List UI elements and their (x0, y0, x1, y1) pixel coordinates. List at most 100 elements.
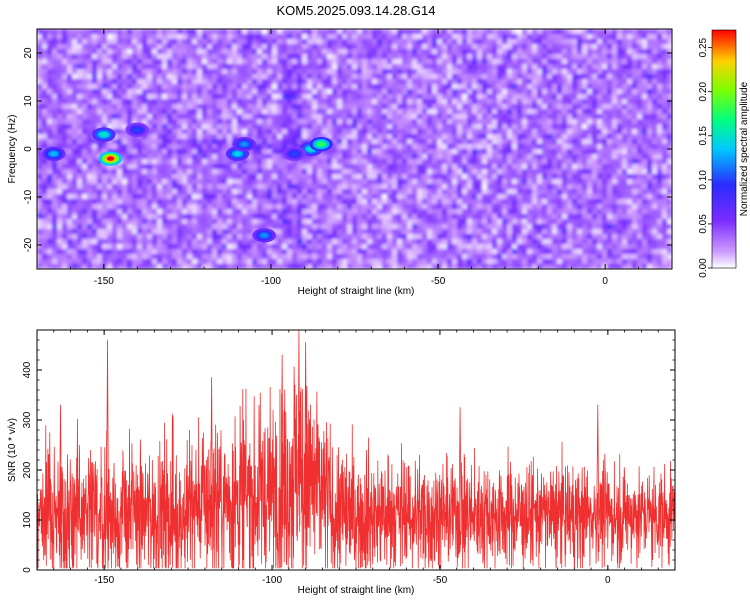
heatmap-cell (287, 184, 292, 189)
heatmap-cell (407, 129, 412, 134)
heatmap-cell (242, 124, 247, 129)
heatmap-cell (207, 104, 212, 109)
heatmap-cell (237, 104, 242, 109)
heatmap-cell (172, 154, 177, 159)
heatmap-cell (432, 109, 437, 114)
heatmap-cell (277, 174, 282, 179)
heatmap-cell (572, 159, 577, 164)
heatmap-cell (252, 179, 257, 184)
heatmap-cell (452, 189, 457, 194)
heatmap-cell (267, 139, 272, 144)
heatmap-cell (347, 74, 352, 79)
heatmap-cell (412, 189, 417, 194)
heatmap-cell (267, 89, 272, 94)
heatmap-cell (397, 29, 402, 34)
heatmap-cell (612, 154, 617, 159)
heatmap-cell (482, 214, 487, 219)
heatmap-cell (212, 74, 217, 79)
heatmap-cell (222, 139, 227, 144)
heatmap-cell (612, 119, 617, 124)
heatmap-cell (452, 179, 457, 184)
heatmap-cell (162, 174, 167, 179)
heatmap-cell (57, 54, 62, 59)
heatmap-cell (617, 184, 622, 189)
heatmap-cell (457, 204, 462, 209)
heatmap-cell (632, 129, 637, 134)
heatmap-cell (82, 114, 87, 119)
heatmap-cell (287, 159, 292, 164)
heatmap-cell (207, 224, 212, 229)
heatmap-cell (497, 34, 502, 39)
heatmap-cell (402, 44, 407, 49)
heatmap-cell (482, 79, 487, 84)
heatmap-cell (587, 59, 592, 64)
heatmap-cell (152, 184, 157, 189)
heatmap-cell (387, 99, 392, 104)
heatmap-cell (377, 139, 382, 144)
heatmap-cell (87, 124, 92, 129)
heatmap-cell (472, 99, 477, 104)
heatmap-cell (47, 204, 52, 209)
heatmap-cell (207, 119, 212, 124)
heatmap-cell (167, 204, 172, 209)
heatmap-cell (577, 199, 582, 204)
heatmap-cell (552, 219, 557, 224)
heatmap-cell (327, 109, 332, 114)
heatmap-cell (182, 124, 187, 129)
heatmap-cell (522, 219, 527, 224)
heatmap-cell (127, 174, 132, 179)
heatmap-cell (137, 119, 142, 124)
heatmap-cell (647, 199, 652, 204)
heatmap-cell (602, 199, 607, 204)
heatmap-cell (652, 179, 657, 184)
heatmap-cell (537, 104, 542, 109)
heatmap-cell (132, 119, 137, 124)
heatmap-cell (362, 69, 367, 74)
heatmap-cell (52, 39, 57, 44)
heatmap-cell (407, 84, 412, 89)
heatmap-cell (117, 109, 122, 114)
heatmap-cell (377, 29, 382, 34)
heatmap-cell (592, 174, 597, 179)
heatmap-cell (332, 49, 337, 54)
heatmap-cell (112, 184, 117, 189)
heatmap-cell (507, 164, 512, 169)
heatmap-cell (77, 129, 82, 134)
heatmap-cell (272, 214, 277, 219)
heatmap-cell (117, 164, 122, 169)
heatmap-cell (237, 174, 242, 179)
heatmap-cell (137, 109, 142, 114)
heatmap-cell (337, 84, 342, 89)
heatmap-cell (342, 34, 347, 39)
heatmap-cell (547, 149, 552, 154)
heatmap-cell (392, 39, 397, 44)
heatmap-cell (197, 64, 202, 69)
heatmap-cell (502, 199, 507, 204)
heatmap-cell (637, 64, 642, 69)
heatmap-cell (212, 219, 217, 224)
heatmap-cell (377, 49, 382, 54)
heatmap-cell (362, 64, 367, 69)
heatmap-cell (432, 79, 437, 84)
heatmap-cell (562, 94, 567, 99)
heatmap-cell (212, 184, 217, 189)
heatmap-cell (412, 44, 417, 49)
heatmap-cell (317, 54, 322, 59)
heatmap-cell (177, 44, 182, 49)
heatmap-cell (197, 179, 202, 184)
heatmap-cell (117, 219, 122, 224)
heatmap-cell (117, 174, 122, 179)
heatmap-cell (657, 124, 662, 129)
heatmap-cell (72, 139, 77, 144)
heatmap-cell (492, 49, 497, 54)
heatmap-cell (257, 44, 262, 49)
heatmap-cell (302, 139, 307, 144)
heatmap-cell (602, 169, 607, 174)
heatmap-cell (397, 79, 402, 84)
heatmap-cell (127, 119, 132, 124)
heatmap-cell (412, 214, 417, 219)
heatmap-cell (267, 189, 272, 194)
heatmap-cell (187, 144, 192, 149)
heatmap-cell (417, 94, 422, 99)
heatmap-cell (632, 124, 637, 129)
